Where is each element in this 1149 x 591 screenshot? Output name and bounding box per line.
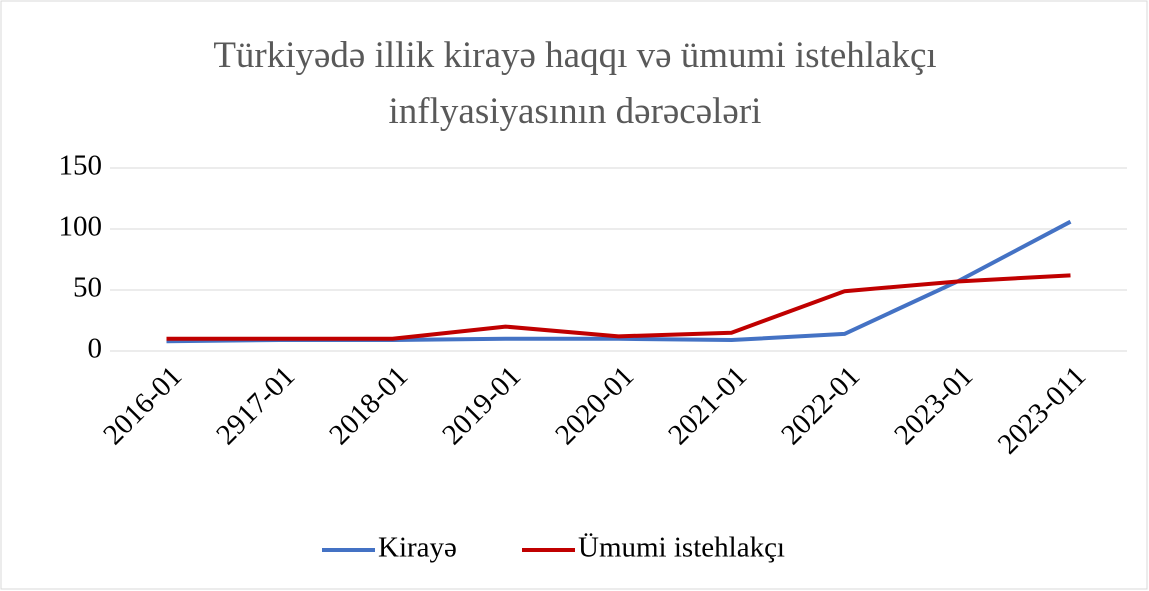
legend-label: Kirayə [378,532,457,564]
x-tick-label: 2018-01 [323,360,414,451]
x-tick-label: 2019-01 [436,360,527,451]
y-tick-label: 50 [73,272,102,304]
x-tick-label: 2023-01 [888,360,979,451]
y-tick-label: 100 [59,211,103,243]
chart-title: Türkiyədə illik kirayə haqqı və ümumi is… [213,35,937,132]
y-tick-label: 150 [59,150,103,182]
x-tick-label: 2917-01 [210,360,301,451]
x-tick-label: 2022-01 [775,360,866,451]
x-tick-label: 2020-01 [549,360,640,451]
x-tick-label: 2016-01 [97,360,188,451]
y-tick-label: 0 [88,333,103,365]
x-tick-label: 2023-011 [992,360,1092,460]
data-line [166,273,1071,341]
legend-label: Ümumi istehlakçı [578,532,785,564]
x-tick-label: 2021-01 [662,360,753,451]
